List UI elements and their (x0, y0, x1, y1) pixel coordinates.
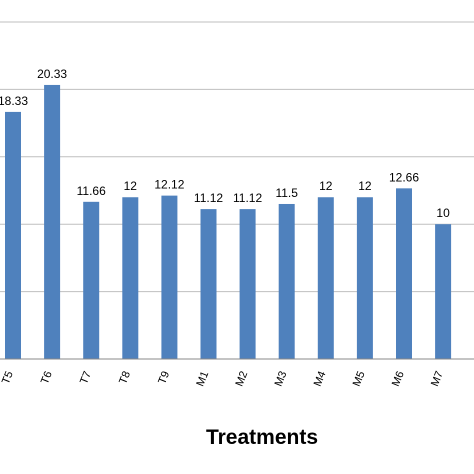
data-label-t8: 12 (124, 179, 138, 193)
bar-m7 (435, 224, 452, 359)
bars (5, 84, 452, 360)
bar-t7 (83, 201, 100, 359)
x-tick-label-m2: M2 (234, 370, 251, 389)
bar-m6 (396, 188, 412, 359)
data-label-t5: 18.33 (0, 94, 28, 108)
x-tick-label-t5: T5 (0, 370, 16, 386)
data-label-t7: 11.66 (77, 184, 106, 198)
bar-m3 (278, 203, 295, 359)
x-tick-label-m3: M3 (273, 370, 290, 389)
bar-t5 (5, 111, 21, 360)
data-label-m3: 11.5 (275, 186, 298, 200)
x-tick-label-m5: M5 (351, 370, 368, 389)
data-label-m5: 12 (358, 179, 372, 193)
bar-t8 (122, 197, 139, 359)
bar-t9 (161, 195, 178, 359)
gridlines (0, 21, 474, 293)
data-label-t6: 20.33 (37, 67, 67, 81)
x-tick-label-m1: M1 (194, 370, 211, 389)
data-label-m4: 12 (319, 179, 333, 193)
bar-t6 (44, 84, 61, 359)
bar-m5 (356, 197, 373, 359)
data-label-m7: 10 (436, 206, 450, 220)
x-tick-label-t7: T7 (78, 370, 94, 386)
x-tick-label-t6: T6 (39, 370, 55, 386)
bar-m4 (317, 197, 334, 359)
x-tick-label-m4: M4 (312, 370, 329, 389)
x-tick-label-t8: T8 (117, 370, 133, 386)
x-tick-label-t9: T9 (156, 370, 172, 386)
x-tick-label-m7: M7 (429, 370, 446, 389)
x-axis-title: Treatments (206, 426, 318, 449)
data-label-m1: 11.12 (194, 191, 223, 205)
data-label-m6: 12.66 (389, 170, 419, 184)
bar-m1 (200, 209, 217, 359)
data-label-t9: 12.12 (154, 178, 184, 192)
x-tick-labels: T5 T6 T7 T8 T9 M1 M2 M3 M4 M5 M6 M7 (0, 370, 446, 389)
bar-m2 (239, 209, 256, 359)
data-labels: 18.33 20.33 11.66 12 12.12 11.12 11.12 11.5 12 12… (0, 67, 450, 220)
x-tick-label-m6: M6 (390, 370, 407, 389)
data-label-m2: 11.12 (233, 191, 262, 205)
